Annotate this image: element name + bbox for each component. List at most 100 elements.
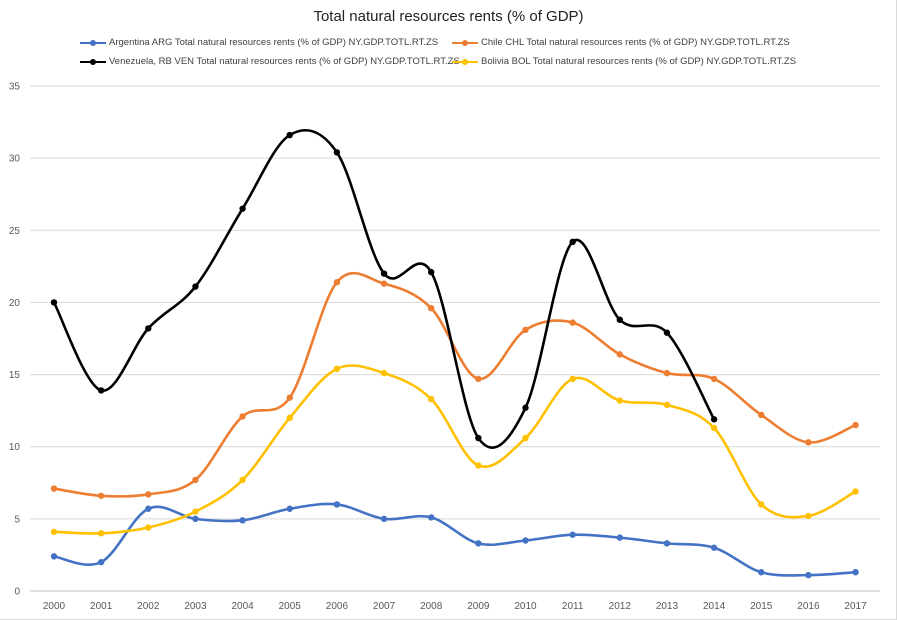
- data-point-venezuela[interactable]: [569, 238, 576, 246]
- data-point-venezuela[interactable]: [380, 270, 388, 277]
- data-point-argentina[interactable]: [380, 515, 388, 523]
- data-point-chile[interactable]: [380, 280, 388, 287]
- data-point-argentina[interactable]: [239, 517, 246, 524]
- data-point-argentina[interactable]: [569, 531, 576, 538]
- x-tick-label: 2013: [656, 601, 679, 612]
- y-tick-label: 5: [14, 514, 20, 525]
- data-point-venezuela[interactable]: [97, 387, 105, 394]
- gridlines: [30, 85, 880, 592]
- data-point-bolivia[interactable]: [522, 434, 529, 442]
- data-point-venezuela[interactable]: [239, 205, 246, 212]
- legend-entry-bolivia[interactable]: Bolivia BOL Total natural resources rent…: [452, 56, 824, 67]
- x-tick-label: 2010: [514, 601, 537, 612]
- data-point-chile[interactable]: [145, 491, 152, 498]
- data-point-argentina[interactable]: [97, 558, 105, 566]
- data-point-bolivia[interactable]: [286, 414, 293, 422]
- data-point-argentina[interactable]: [333, 501, 341, 508]
- y-tick-label: 35: [9, 82, 21, 93]
- data-point-chile[interactable]: [758, 411, 765, 419]
- data-point-argentina[interactable]: [852, 569, 859, 576]
- data-point-chile[interactable]: [286, 394, 293, 401]
- data-point-argentina[interactable]: [50, 553, 58, 560]
- chart-title[interactable]: Total natural resources rents (% of GDP): [313, 8, 584, 25]
- data-point-bolivia[interactable]: [663, 401, 671, 409]
- data-point-chile[interactable]: [475, 375, 482, 383]
- data-point-bolivia[interactable]: [428, 395, 435, 403]
- data-point-argentina[interactable]: [192, 515, 199, 523]
- data-point-venezuela[interactable]: [522, 404, 529, 411]
- legend-entry-venezuela[interactable]: Venezuela, RB VEN Total natural resource…: [80, 56, 460, 67]
- data-point-venezuela[interactable]: [192, 283, 199, 290]
- series-line-bolivia[interactable]: [52, 364, 857, 535]
- data-point-bolivia[interactable]: [475, 462, 482, 469]
- data-point-chile[interactable]: [192, 476, 199, 484]
- data-point-venezuela[interactable]: [50, 299, 58, 306]
- data-point-venezuela[interactable]: [663, 329, 671, 336]
- x-tick-label: 2002: [137, 601, 160, 612]
- y-tick-label: 0: [14, 587, 20, 598]
- data-point-chile[interactable]: [97, 492, 105, 499]
- series-lines: [52, 129, 857, 577]
- legend-entry-chile[interactable]: Chile CHL Total natural resources rents …: [452, 37, 824, 48]
- data-point-bolivia[interactable]: [192, 508, 199, 515]
- data-point-bolivia[interactable]: [239, 476, 246, 484]
- data-point-argentina[interactable]: [805, 571, 812, 579]
- data-point-chile[interactable]: [428, 305, 435, 312]
- data-point-argentina[interactable]: [286, 505, 293, 512]
- data-point-venezuela[interactable]: [145, 325, 152, 332]
- data-point-bolivia[interactable]: [852, 488, 859, 495]
- data-point-argentina[interactable]: [758, 569, 765, 576]
- x-tick-label: 2014: [703, 601, 726, 612]
- x-axis: 2000 2001 2002 2003 2004 2005 2006 2007 2008 2009…: [43, 601, 867, 612]
- data-point-argentina[interactable]: [475, 540, 482, 547]
- data-point-chile[interactable]: [710, 375, 718, 383]
- data-point-bolivia[interactable]: [616, 397, 623, 404]
- chart-legend[interactable]: Argentina ARG Total natural resources re…: [80, 37, 840, 67]
- data-point-venezuela[interactable]: [475, 434, 482, 442]
- x-tick-label: 2009: [467, 601, 490, 612]
- data-point-venezuela[interactable]: [616, 316, 623, 323]
- legend-label-chile: Chile CHL Total natural resources rents …: [481, 37, 790, 48]
- data-point-chile[interactable]: [663, 369, 671, 377]
- y-tick-label: 20: [9, 298, 21, 309]
- data-point-bolivia[interactable]: [380, 369, 388, 377]
- x-tick-label: 2001: [90, 601, 113, 612]
- x-tick-label: 2006: [326, 601, 349, 612]
- data-point-argentina[interactable]: [428, 514, 435, 521]
- data-point-argentina[interactable]: [522, 537, 529, 544]
- y-tick-label: 15: [9, 370, 21, 381]
- x-tick-label: 2007: [373, 601, 396, 612]
- data-point-bolivia[interactable]: [145, 524, 152, 531]
- data-point-argentina[interactable]: [616, 534, 623, 541]
- data-point-venezuela[interactable]: [428, 268, 435, 276]
- data-point-chile[interactable]: [805, 439, 812, 446]
- data-point-venezuela[interactable]: [710, 416, 718, 423]
- data-point-bolivia[interactable]: [50, 528, 58, 536]
- data-point-bolivia[interactable]: [710, 424, 718, 432]
- data-point-chile[interactable]: [333, 279, 341, 286]
- data-point-bolivia[interactable]: [805, 512, 812, 520]
- data-point-argentina[interactable]: [710, 544, 718, 551]
- x-tick-label: 2015: [750, 601, 773, 612]
- data-point-chile[interactable]: [569, 319, 576, 326]
- data-point-venezuela[interactable]: [333, 149, 341, 156]
- legend-entry-argentina[interactable]: Argentina ARG Total natural resources re…: [80, 37, 452, 48]
- data-point-argentina[interactable]: [145, 505, 152, 512]
- data-point-bolivia[interactable]: [569, 375, 576, 383]
- legend-label-venezuela: Venezuela, RB VEN Total natural resource…: [109, 56, 460, 67]
- series-line-argentina[interactable]: [52, 502, 857, 577]
- x-tick-label: 2012: [609, 601, 632, 612]
- data-point-bolivia[interactable]: [97, 530, 105, 537]
- data-point-bolivia[interactable]: [333, 365, 341, 372]
- data-point-venezuela[interactable]: [286, 131, 293, 139]
- data-point-chile[interactable]: [50, 485, 58, 492]
- data-point-chile[interactable]: [239, 413, 246, 420]
- series-line-venezuela[interactable]: [52, 129, 716, 449]
- data-point-chile[interactable]: [522, 326, 529, 334]
- data-point-argentina[interactable]: [663, 540, 671, 547]
- data-point-chile[interactable]: [852, 421, 859, 429]
- data-point-bolivia[interactable]: [758, 501, 765, 508]
- data-point-chile[interactable]: [616, 351, 623, 358]
